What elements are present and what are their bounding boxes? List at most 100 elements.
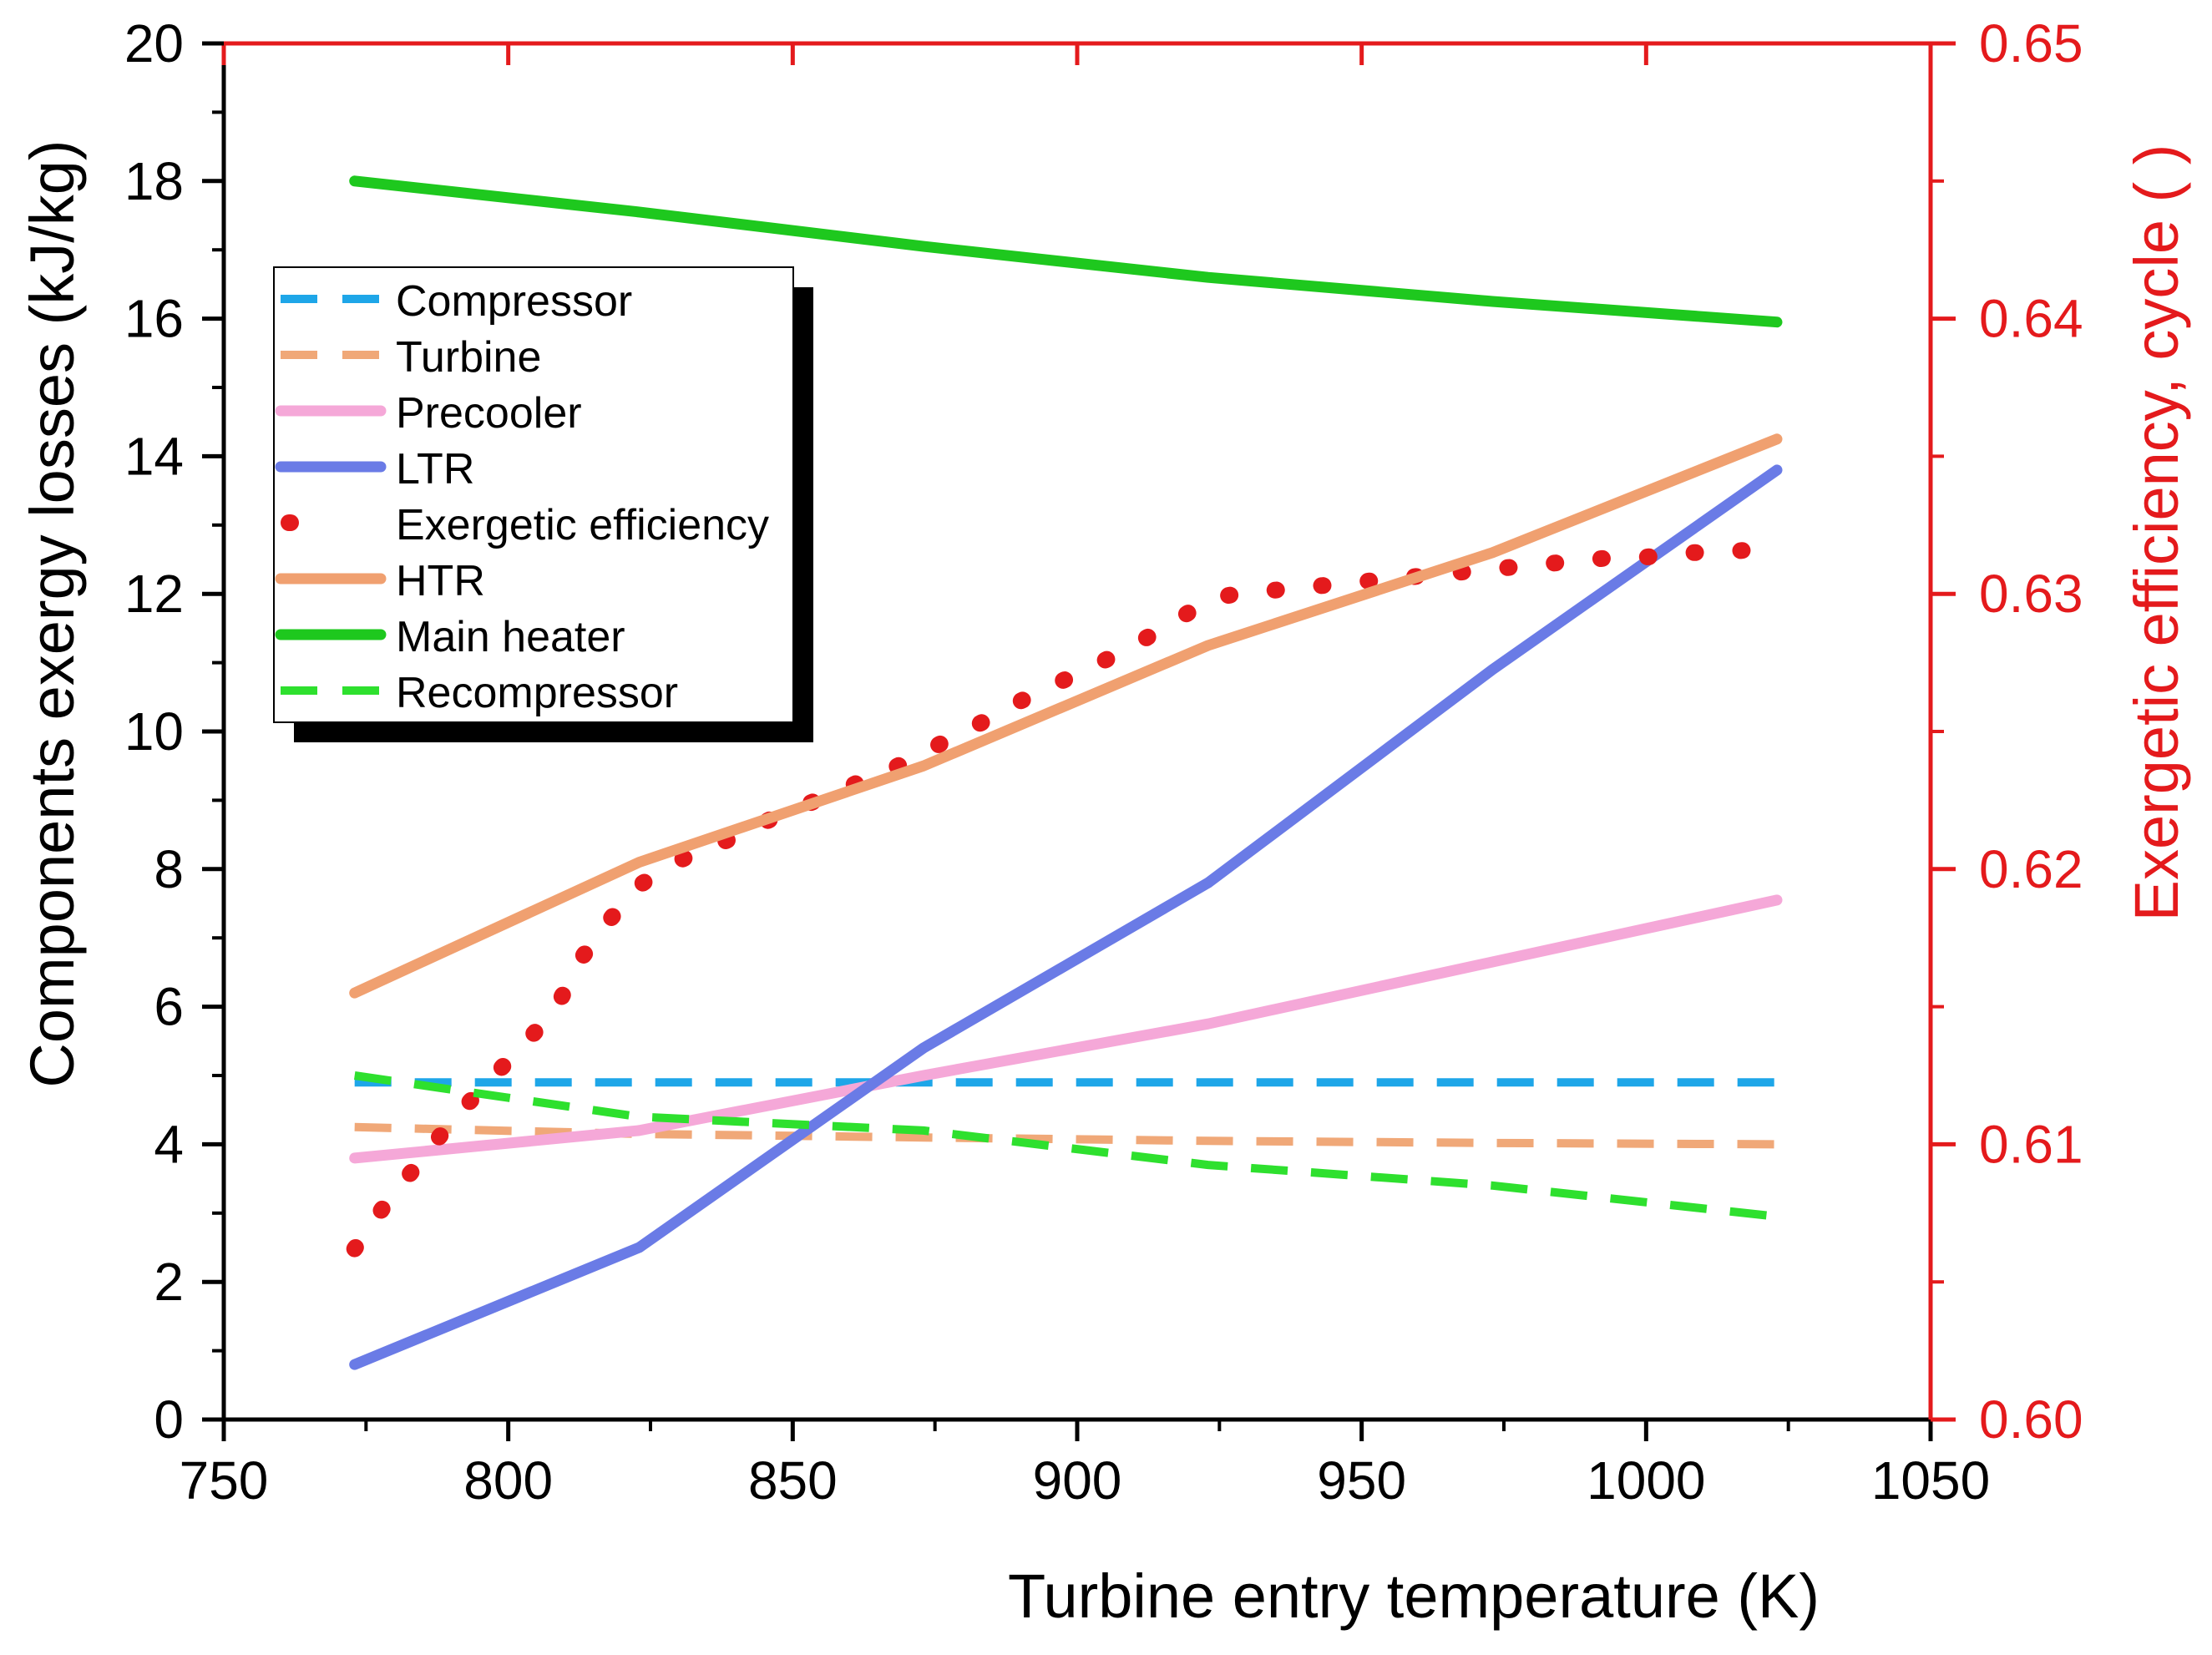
y-tick-label: 2 [154, 1252, 184, 1312]
data-point [1207, 1082, 1208, 1083]
data-point [1207, 1024, 1208, 1025]
data-point [1179, 618, 1180, 619]
legend-label: Turbine [396, 333, 541, 382]
x-tick-label: 800 [463, 1450, 553, 1511]
y2-axis-label: Exergetic efficiency, cycle ( ) [2122, 144, 2191, 922]
data-point [667, 866, 668, 867]
y2-tick-label: 0.60 [1979, 1389, 2083, 1450]
data-point [1492, 1082, 1493, 1083]
data-point [582, 957, 583, 958]
data-point [1777, 1144, 1778, 1145]
data-point [1322, 585, 1323, 586]
y-tick-label: 8 [154, 839, 184, 899]
x-tick-label: 750 [180, 1450, 269, 1511]
data-point [1207, 599, 1208, 600]
data-point [1777, 899, 1778, 900]
axis-layer: 750 800 850 900 950 1000 1050 0 2 4 6 8 10 12 14 16 18 20… [124, 13, 2083, 1511]
legend-label: Recompressor [396, 669, 678, 717]
data-point [1492, 301, 1493, 302]
data-point [497, 1072, 498, 1073]
data-point [1777, 1216, 1778, 1217]
data-point [354, 1157, 355, 1158]
data-point [1464, 571, 1465, 572]
data-point [1094, 665, 1095, 666]
data-point [354, 180, 355, 181]
legend-label: LTR [396, 445, 474, 493]
data-point [1492, 669, 1493, 670]
y-tick-label: 12 [124, 564, 184, 624]
data-point [639, 885, 640, 886]
y-axis-label: Components exergy losses (kJ/kg) [18, 139, 87, 1087]
y-tick-label: 14 [124, 426, 184, 486]
y-tick-label: 18 [124, 151, 184, 211]
data-point [1492, 962, 1493, 963]
series-ltr-line [349, 464, 1783, 1370]
legend-label: Exergetic efficiency [396, 501, 769, 549]
data-point [1492, 1185, 1493, 1186]
x-tick-label: 1050 [1871, 1450, 1990, 1511]
y-tick-label: 16 [124, 289, 184, 349]
data-point [639, 211, 640, 212]
data-point [639, 1130, 640, 1131]
y-tick-label: 20 [124, 13, 184, 73]
data-point [866, 778, 867, 779]
data-point [354, 993, 355, 994]
series-precooler-line [349, 894, 1783, 1164]
series-htr-line [349, 433, 1783, 999]
data-point [354, 1248, 355, 1249]
legend-label: Main heater [396, 613, 625, 661]
data-point [1264, 590, 1265, 591]
legend: Compressor Turbine Precooler LTR Exergetic e… [273, 266, 813, 742]
x-axis-label: Turbine entry temperature (K) [1008, 1561, 1820, 1631]
y2-tick-label: 0.65 [1979, 13, 2083, 73]
data-point [382, 1207, 383, 1208]
data-point [952, 736, 953, 737]
series-main-heater-line [349, 175, 1783, 328]
data-point [354, 1126, 355, 1127]
data-point [1037, 692, 1038, 693]
data-point [1492, 1142, 1493, 1143]
data-point [639, 862, 640, 863]
y2-tick-label: 0.64 [1979, 289, 2083, 349]
y-tick-label: 4 [154, 1114, 184, 1174]
data-point [1350, 583, 1351, 584]
data-point [1207, 645, 1208, 646]
data-point [1549, 563, 1550, 564]
y-tick-label: 6 [154, 977, 184, 1037]
data-point [1122, 651, 1123, 652]
x-tick-label: 950 [1317, 1450, 1406, 1511]
data-point [1777, 547, 1778, 548]
legend-box [273, 266, 794, 723]
data-point [1606, 558, 1607, 559]
series-layer [346, 175, 1785, 1370]
data-point [354, 1075, 355, 1076]
data-point [639, 1116, 640, 1117]
series-exergetic-efficiency-line [346, 539, 1785, 1258]
y2-tick-label: 0.63 [1979, 564, 2083, 624]
data-point [1777, 321, 1778, 322]
data-point [1577, 560, 1578, 561]
legend-label: HTR [396, 557, 485, 605]
y-tick-label: 0 [154, 1389, 184, 1450]
x-tick-label: 850 [748, 1450, 838, 1511]
x-tick-label: 1000 [1587, 1450, 1705, 1511]
data-point [1634, 558, 1635, 559]
y2-tick-label: 0.61 [1979, 1114, 2083, 1174]
data-point [639, 1082, 640, 1083]
data-point [1777, 469, 1778, 470]
data-point [1492, 552, 1493, 553]
data-point [1777, 438, 1778, 439]
data-point [724, 841, 725, 842]
y2-tick-label: 0.62 [1979, 839, 2083, 899]
data-point [1009, 706, 1010, 707]
data-point [525, 1042, 526, 1043]
data-point [1691, 552, 1692, 553]
y-tick-label: 10 [124, 701, 184, 762]
data-point [1207, 1165, 1208, 1166]
data-point [354, 1364, 355, 1365]
data-point [354, 1082, 355, 1083]
x-tick-label: 900 [1033, 1450, 1122, 1511]
data-point [1777, 1082, 1778, 1083]
